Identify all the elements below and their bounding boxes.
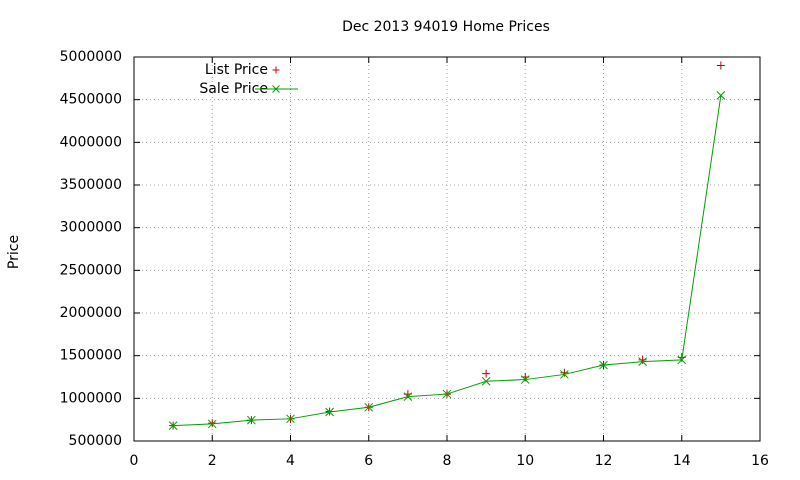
data-point bbox=[520, 375, 530, 384]
y-tick-label: 3500000 bbox=[60, 177, 122, 193]
data-point bbox=[325, 407, 334, 417]
data-point bbox=[442, 389, 452, 399]
x-tick-label: 6 bbox=[364, 453, 373, 469]
y-tick-label: 2000000 bbox=[60, 305, 122, 321]
data-point bbox=[364, 402, 374, 412]
data-point bbox=[599, 360, 608, 370]
x-tick-label: 16 bbox=[751, 453, 769, 469]
data-point bbox=[247, 415, 256, 425]
x-tick-label: 4 bbox=[286, 453, 295, 469]
y-tick-label: 4500000 bbox=[60, 92, 122, 108]
y-tick-label: 1500000 bbox=[60, 348, 122, 364]
y-tick-label: 2500000 bbox=[60, 262, 122, 278]
data-point bbox=[168, 421, 178, 430]
data-point bbox=[716, 61, 725, 70]
x-tick-label: 0 bbox=[130, 453, 139, 469]
data-point bbox=[403, 392, 413, 401]
data-point bbox=[286, 414, 295, 424]
legend-marker bbox=[272, 66, 280, 74]
data-point bbox=[716, 91, 726, 100]
data-point bbox=[638, 355, 647, 364]
x-tick-label: 10 bbox=[516, 453, 534, 469]
y-tick-label: 500000 bbox=[69, 433, 122, 449]
y-tick-label: 3000000 bbox=[60, 220, 122, 236]
y-tick-label: 1000000 bbox=[60, 390, 122, 406]
legend-marker bbox=[272, 85, 280, 93]
legend-label: List Price bbox=[205, 62, 268, 78]
legend-label: Sale Price bbox=[199, 81, 268, 97]
y-tick-label: 5000000 bbox=[60, 49, 122, 65]
y-axis-label: Price bbox=[6, 235, 22, 269]
data-point bbox=[560, 370, 569, 379]
x-tick-label: 12 bbox=[595, 453, 613, 469]
chart-title: Dec 2013 94019 Home Prices bbox=[342, 19, 550, 35]
data-point bbox=[481, 376, 491, 386]
y-tick-label: 4000000 bbox=[60, 134, 122, 150]
data-point bbox=[207, 419, 217, 429]
data-point bbox=[208, 419, 217, 428]
data-point bbox=[560, 368, 569, 377]
data-point bbox=[482, 369, 491, 378]
x-tick-label: 2 bbox=[208, 453, 217, 469]
series-line bbox=[173, 95, 722, 427]
data-point bbox=[677, 355, 687, 365]
data-point bbox=[638, 357, 647, 366]
x-tick-label: 14 bbox=[673, 453, 691, 469]
x-tick-label: 8 bbox=[443, 453, 452, 469]
